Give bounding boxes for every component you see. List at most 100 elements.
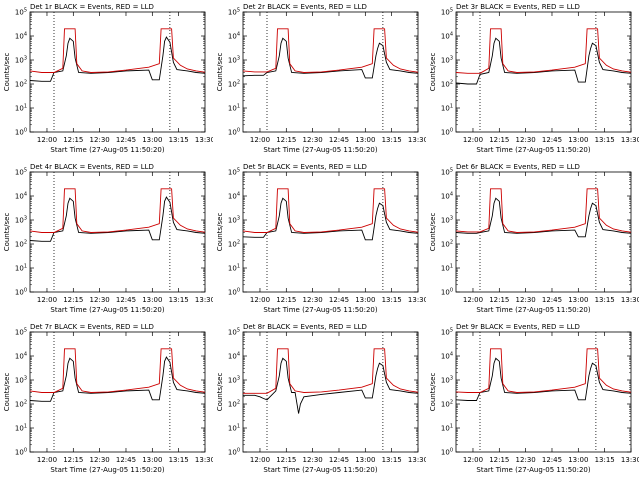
y-tick-exponent: 1 (450, 264, 453, 270)
y-tick-exponent: 1 (450, 104, 453, 110)
y-tick-exponent: 5 (237, 328, 240, 334)
lld-series-line (243, 348, 419, 394)
chart-svg: Det 8r BLACK = Events, RED = LLD10010110… (216, 323, 426, 474)
y-tick-label: 103 (15, 56, 27, 65)
chart-title: Det 5r BLACK = Events, RED = LLD (243, 163, 367, 171)
lld-series-line (242, 188, 419, 233)
x-axis-label: Start Time (27-Aug-05 11:50:20) (263, 146, 377, 154)
y-tick-label: 102 (228, 80, 240, 89)
y-tick-label: 100 (228, 128, 240, 137)
y-tick-exponent: 3 (237, 56, 240, 62)
x-tick-label: 13:30 (195, 456, 213, 464)
y-axis-label: Counts/sec (3, 213, 11, 252)
y-tick-exponent: 3 (24, 216, 27, 222)
y-tick-exponent: 0 (450, 448, 453, 454)
x-tick-label: 12:00 (37, 296, 57, 304)
y-tick-label: 103 (441, 376, 453, 385)
y-tick-exponent: 4 (450, 192, 453, 198)
chart-title: Det 9r BLACK = Events, RED = LLD (456, 323, 580, 331)
chart-title: Det 6r BLACK = Events, RED = LLD (456, 163, 580, 171)
y-tick-exponent: 4 (450, 32, 453, 38)
x-tick-label: 13:00 (355, 456, 375, 464)
detector-panel: Det 2r BLACK = Events, RED = LLD 100 101 10… (213, 0, 426, 160)
x-axis-label: Start Time (27-Aug-05 11:50:20) (263, 466, 377, 474)
x-tick-label: 13:00 (568, 296, 588, 304)
y-tick-label: 105 (441, 328, 453, 337)
y-tick-label: 104 (15, 352, 27, 361)
y-tick-exponent: 0 (24, 288, 27, 294)
y-tick-label: 100 (441, 128, 453, 137)
x-tick-label: 13:15 (595, 136, 615, 144)
x-tick-label: 13:30 (408, 136, 426, 144)
chart-title: Det 3r BLACK = Events, RED = LLD (456, 3, 580, 11)
y-tick-label: 105 (15, 8, 27, 17)
y-tick-exponent: 2 (237, 400, 240, 406)
y-tick-exponent: 4 (24, 32, 27, 38)
y-tick-label: 103 (15, 376, 27, 385)
chart-svg: Det 1r BLACK = Events, RED = LLD10010110… (3, 3, 213, 154)
y-tick-label: 102 (441, 240, 453, 249)
y-tick-label: 101 (228, 104, 240, 113)
y-tick-label: 105 (441, 8, 453, 17)
x-tick-label: 12:15 (489, 296, 509, 304)
y-tick-exponent: 0 (237, 448, 240, 454)
y-tick-exponent: 5 (450, 8, 453, 14)
x-tick-label: 12:30 (90, 456, 110, 464)
y-tick-label: 103 (228, 56, 240, 65)
x-axis-label: Start Time (27-Aug-05 11:50:20) (476, 466, 590, 474)
y-tick-exponent: 1 (450, 424, 453, 430)
detector-panel: Det 3r BLACK = Events, RED = LLD 100 101 10… (426, 0, 639, 160)
x-tick-label: 12:15 (63, 296, 83, 304)
x-tick-label: 12:30 (303, 456, 323, 464)
x-tick-label: 12:00 (250, 296, 270, 304)
x-tick-label: 13:15 (169, 136, 189, 144)
chart-svg: Det 5r BLACK = Events, RED = LLD10010110… (216, 163, 426, 314)
events-series-line (455, 357, 632, 401)
y-tick-exponent: 2 (237, 240, 240, 246)
x-tick-label: 13:00 (142, 456, 162, 464)
x-tick-label: 12:45 (116, 456, 136, 464)
x-tick-label: 13:30 (195, 136, 213, 144)
y-tick-label: 101 (228, 424, 240, 433)
detector-panel: Det 8r BLACK = Events, RED = LLD 100 101 10… (213, 320, 426, 480)
y-tick-label: 100 (228, 288, 240, 297)
chart-svg: Det 2r BLACK = Events, RED = LLD10010110… (216, 3, 426, 154)
y-tick-label: 101 (15, 104, 27, 113)
y-axis-label: Counts/sec (216, 373, 224, 412)
y-tick-exponent: 4 (237, 32, 240, 38)
x-tick-label: 12:30 (516, 296, 536, 304)
lld-series-line (455, 188, 632, 233)
y-tick-label: 104 (441, 192, 453, 201)
y-tick-label: 100 (228, 448, 240, 457)
chart-svg: Det 4r BLACK = Events, RED = LLD10010110… (3, 163, 213, 314)
y-axis-label: Counts/sec (429, 53, 437, 92)
lld-series-line (29, 348, 206, 393)
y-tick-exponent: 3 (237, 376, 240, 382)
lld-series-line (455, 348, 632, 393)
x-tick-label: 13:30 (621, 136, 639, 144)
x-tick-label: 12:00 (463, 136, 483, 144)
chart-svg: Det 3r BLACK = Events, RED = LLD10010110… (429, 3, 639, 154)
x-tick-label: 13:15 (595, 296, 615, 304)
y-tick-label: 102 (228, 240, 240, 249)
y-tick-exponent: 0 (24, 128, 27, 134)
y-tick-label: 104 (228, 352, 240, 361)
x-tick-label: 13:00 (355, 296, 375, 304)
x-tick-label: 13:00 (568, 456, 588, 464)
x-tick-label: 12:15 (63, 136, 83, 144)
x-tick-label: 13:15 (595, 456, 615, 464)
y-tick-exponent: 3 (450, 56, 453, 62)
x-tick-label: 13:15 (169, 296, 189, 304)
x-tick-label: 12:00 (463, 456, 483, 464)
y-tick-label: 101 (15, 424, 27, 433)
chart-title: Det 1r BLACK = Events, RED = LLD (30, 3, 154, 11)
chart-title: Det 7r BLACK = Events, RED = LLD (30, 323, 154, 331)
y-tick-label: 102 (15, 400, 27, 409)
y-tick-label: 104 (15, 32, 27, 41)
x-tick-label: 12:30 (303, 136, 323, 144)
y-tick-exponent: 5 (237, 168, 240, 174)
x-tick-label: 13:30 (621, 296, 639, 304)
x-tick-label: 13:15 (169, 456, 189, 464)
y-tick-label: 105 (228, 8, 240, 17)
x-tick-label: 12:45 (329, 136, 349, 144)
